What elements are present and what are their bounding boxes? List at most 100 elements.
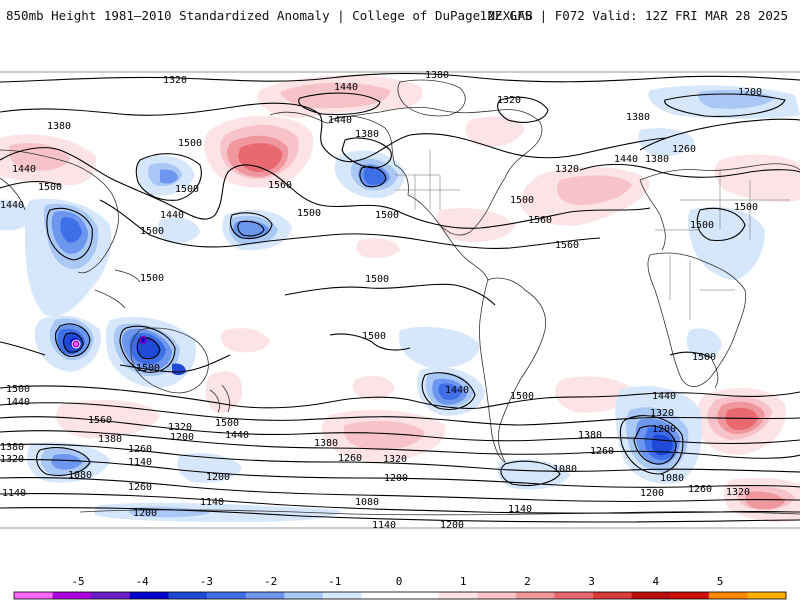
anomaly-negative-region [157,217,200,244]
anomaly-positive-region [556,175,632,205]
anomaly-negative-region [438,383,461,400]
map-title: 850mb Height 1981–2010 Standardized Anom… [6,8,533,23]
coastline-australia [130,327,209,394]
contour-label: 1080 [68,470,92,481]
anomaly-positive-region [465,116,525,147]
anomaly-positive-region [725,407,758,431]
contour-line [421,372,476,411]
contour-line [633,425,677,465]
colorbar-outline [13,591,787,600]
contour-line [0,506,800,523]
contour-label: 1380 [425,70,449,81]
contour-label: 1380 [314,438,338,449]
run-info: 12Z GFS | F072 Valid: 12Z FRI MAR 28 202… [479,8,788,23]
anomaly-positive-region [555,376,635,413]
contour-label: 1440 [328,115,352,126]
anomaly-positive-region [745,491,785,510]
contour-label: 1440 [6,397,30,408]
contour-label: 1500 [692,352,716,363]
colorbar-segment [91,592,131,599]
contour-label: 1500 [140,226,164,237]
contour-label: 1500 [510,391,534,402]
contour-label: 1500 [734,202,758,213]
colorbar-segment [747,592,787,599]
contour-line [63,332,84,353]
contour-line [0,147,651,229]
contour-label: 1440 [160,210,184,221]
contour-line [664,93,786,117]
coastline-north-america [329,106,543,236]
contour-line [0,402,800,426]
colorbar-segment [245,592,285,599]
contour-line [639,118,800,151]
colorbar-segment [593,592,633,599]
contour-label: 1260 [672,144,696,155]
contour-line [696,207,746,242]
contour-label: 1260 [128,444,152,455]
contour-line [0,385,800,409]
anomaly-negative-region [686,328,722,360]
contour-label: 1380 [645,154,669,165]
contour-line [136,337,161,360]
contour-label: 1200 [384,473,408,484]
anomaly-positive-region [352,375,395,400]
political-borders [395,150,790,320]
contour-label: 1320 [726,487,750,498]
height-contours [0,72,800,523]
colorbar-tick-label: 0 [396,575,403,588]
contour-line [54,323,91,357]
contour-line [579,163,800,178]
colorbar-segment [361,592,401,599]
colorbar-segment [14,592,54,599]
colorbar-segment [129,592,169,599]
contour-label: 1500 [297,208,321,219]
colorbar-segment [322,592,362,599]
contour-label: 1500 [175,184,199,195]
core-rings [71,336,147,349]
colorbar-segment [515,592,555,599]
coastline-europe [639,163,800,251]
contour-label: 1380 [578,430,602,441]
contour-labels: 1320 1380 1440 1380 1320 1200 1380 1380 … [0,70,762,531]
colorbar-segment [400,592,440,599]
weather-map[interactable]: 1320 1380 1440 1380 1320 1200 1380 1380 … [0,34,800,560]
contour-label: 1320 [0,454,24,465]
colorbar-tick-label: -5 [71,575,84,588]
contour-label: 1320 [555,164,579,175]
coastline-new-zealand [221,384,230,413]
contour-label: 1500 [510,195,534,206]
contour-line [46,207,93,261]
contour-label: 1320 [383,454,407,465]
contour-label: 1080 [553,464,577,475]
contour-label: 1560 [268,180,292,191]
contour-label: 1500 [6,384,30,395]
coastline-africa [647,252,747,387]
contour-label: 1440 [0,200,24,211]
contour-line [497,96,549,123]
coastline-south-america [479,277,547,463]
coastline-alaska [269,111,331,124]
header: 850mb Height 1981–2010 Standardized Anom… [0,0,800,34]
contour-label: 1140 [128,457,152,468]
colorbar-segment [168,592,208,599]
colorbar-segment [207,592,247,599]
contour-line [0,416,800,444]
colorbar-tick-label: 3 [588,575,595,588]
coastline-madagascar [711,359,719,389]
contour-line [359,166,387,188]
anomaly-positive-region [356,238,400,258]
anomaly-negative-region [363,167,386,185]
anomaly-negative-region [398,326,480,369]
contour-line [0,492,800,514]
contour-line [341,137,392,169]
contour-label: 1500 [38,182,62,193]
contour-label: 1380 [0,442,24,453]
anomaly-negative-region [698,90,775,109]
anomaly-negative-region [638,128,695,157]
anomaly-negative-region [60,217,82,243]
contour-label: 1140 [372,520,396,531]
contour-line [0,72,800,83]
contour-label: 1440 [334,82,358,93]
colorbar-tick-label: 5 [717,575,724,588]
anomaly-negative-region [160,169,178,184]
